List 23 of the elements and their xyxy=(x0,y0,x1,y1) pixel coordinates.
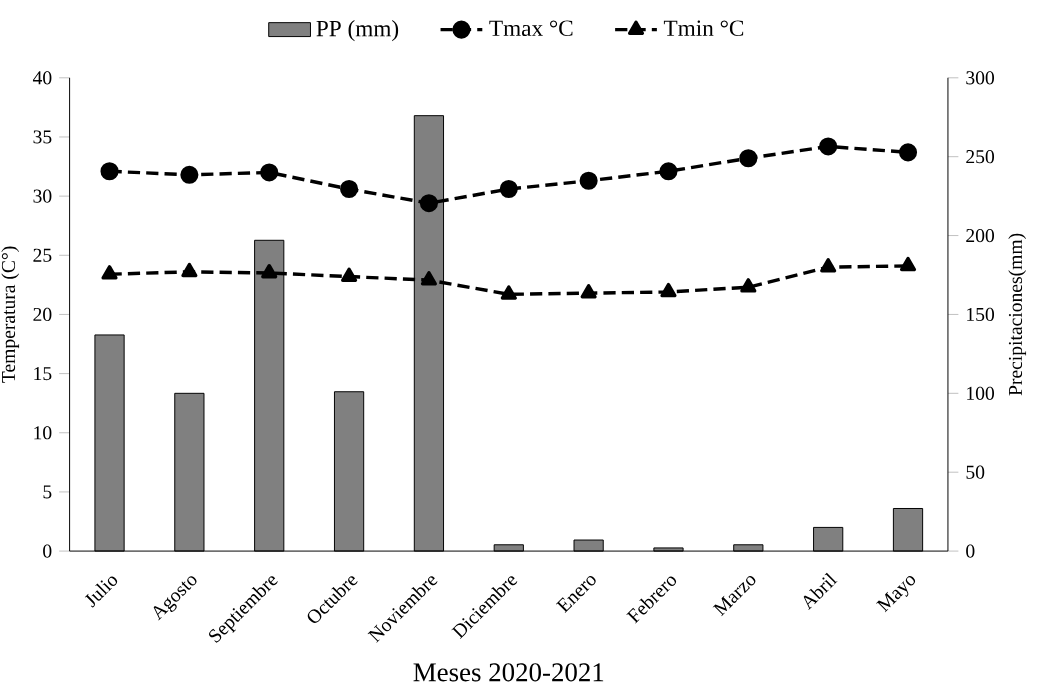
y2-tick-label: 50 xyxy=(966,465,985,479)
legend-label: Tmax °C xyxy=(489,20,573,37)
y2-tick-label: 200 xyxy=(966,228,995,243)
y2-tick-label: 300 xyxy=(966,71,995,85)
y-tick-label: 35 xyxy=(33,130,52,144)
x-axis-title: Meses 2020-2021 xyxy=(413,663,604,682)
y2-axis-title: Precipitaciones(mm) xyxy=(1008,233,1027,396)
legend-label: Tmin °C xyxy=(663,20,744,37)
legend-label: PP (mm) xyxy=(316,20,399,42)
y-tick-label: 25 xyxy=(33,248,52,262)
y-tick-label: 0 xyxy=(43,544,52,558)
y-tick-label: 15 xyxy=(34,367,52,381)
y-tick-label: 40 xyxy=(32,71,52,85)
y-tick-label: 20 xyxy=(33,307,52,322)
y-axis-title: Temperatura (C°) xyxy=(1,246,20,383)
y-tick-label: 30 xyxy=(33,189,52,203)
y2-tick-label: 250 xyxy=(966,150,995,164)
y2-tick-label: 150 xyxy=(967,307,995,322)
y2-tick-label: 0 xyxy=(966,544,975,558)
y-tick-label: 5 xyxy=(43,485,52,499)
y-tick-label: 10 xyxy=(34,426,52,440)
x-tick-label: Julio xyxy=(84,576,118,608)
y2-tick-label: 100 xyxy=(967,386,995,400)
